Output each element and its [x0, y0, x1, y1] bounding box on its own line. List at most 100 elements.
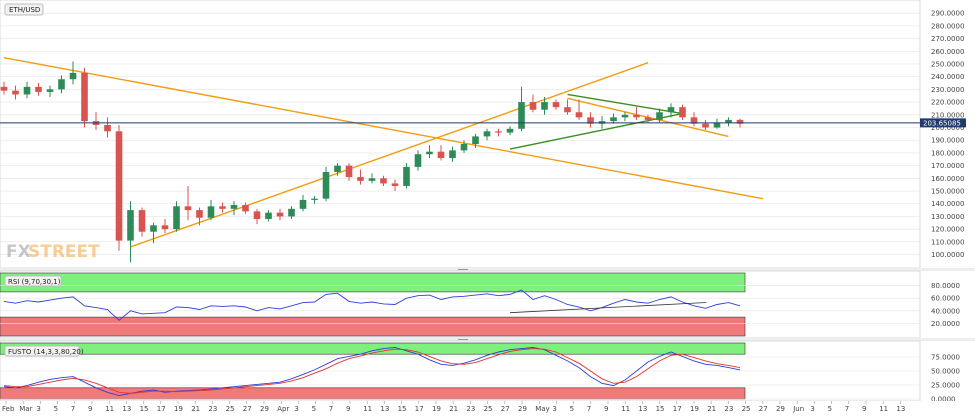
candle	[403, 163, 410, 189]
candle	[150, 222, 157, 244]
candle	[621, 112, 629, 122]
time-tick-label: 21	[449, 405, 458, 413]
series-line	[3, 289, 741, 321]
time-tick-label: 5	[312, 405, 316, 413]
time-tick-label: 3	[552, 405, 556, 413]
time-tick-label: 13	[638, 405, 647, 413]
time-tick-label: 29	[518, 405, 527, 413]
price-tick-label: 220.0000	[931, 99, 964, 107]
candle-body	[713, 122, 721, 128]
time-tick-label: Jun	[792, 405, 804, 413]
time-tick-label: 5	[828, 405, 832, 413]
candle-body	[0, 86, 8, 91]
time-tick-label: 17	[157, 405, 166, 413]
series-line	[3, 348, 741, 394]
sub-tick-label: 20.0000	[931, 320, 960, 328]
stoch-title-pill: FUSTO (14,3,3,80,20)	[4, 345, 84, 357]
candle-body	[265, 212, 272, 219]
rsi-grid	[0, 285, 920, 324]
time-tick-label: 5	[570, 405, 574, 413]
candle	[449, 146, 456, 162]
sub-tick-label: 0.0000	[931, 396, 956, 404]
candle-body	[725, 119, 732, 123]
candle-body	[115, 131, 123, 241]
candle	[35, 83, 42, 96]
candle-body	[253, 211, 261, 219]
time-tick-label: 25	[742, 405, 751, 413]
candles	[0, 61, 744, 263]
time-tick-label: Feb	[2, 405, 15, 413]
candle-body	[138, 210, 146, 232]
candle-body	[679, 107, 686, 118]
candle-body	[58, 79, 65, 90]
rsi-title: RSI (9,70,30,1)	[8, 278, 61, 286]
candle-body	[311, 198, 318, 200]
candle-body	[368, 178, 376, 181]
rsi-trendline	[509, 302, 707, 314]
candle	[667, 103, 675, 118]
price-tick-label: 160.0000	[931, 175, 964, 183]
candle	[345, 163, 353, 181]
symbol-label: ETH/USD	[9, 6, 40, 14]
candle	[644, 114, 652, 123]
candle-body	[633, 114, 640, 118]
candle	[426, 145, 433, 159]
price-tick-label: 270.0000	[931, 35, 964, 43]
time-tick-label: 17	[673, 405, 682, 413]
candle	[472, 133, 479, 148]
time-tick-label: 9	[604, 405, 608, 413]
candle	[173, 201, 180, 232]
candle	[483, 128, 491, 141]
time-tick-label: 25	[484, 405, 493, 413]
rsi-series	[3, 289, 741, 321]
candle	[265, 210, 272, 222]
candle-body	[219, 206, 226, 209]
candle-body	[391, 183, 399, 186]
candle	[380, 175, 387, 186]
candle	[230, 201, 238, 216]
time-tick-label: 27	[759, 405, 768, 413]
candle	[610, 113, 617, 124]
candle-body	[472, 136, 479, 145]
pane-splitter-1[interactable]	[0, 268, 975, 271]
stoch-title: FUSTO (14,3,3,80,20)	[8, 348, 84, 356]
sub-tick-label: 25.0000	[931, 382, 960, 390]
candle-body	[161, 225, 169, 230]
time-tick-label: 5	[54, 405, 58, 413]
candle	[679, 104, 686, 120]
trendline-orange	[130, 62, 649, 248]
candle-body	[403, 166, 410, 186]
price-tick-label: 200.0000	[931, 124, 964, 132]
time-tick-label: 13	[380, 405, 389, 413]
price-tick-label: 170.0000	[931, 162, 964, 170]
candle-body	[529, 102, 537, 110]
candle-body	[322, 171, 330, 199]
time-tick-label: 19	[432, 405, 441, 413]
rsi-axis: 80.0000 60.0000 40.0000 20.0000	[931, 282, 960, 328]
candle-body	[288, 208, 295, 217]
candle	[253, 208, 261, 225]
time-tick-label: 19	[174, 405, 183, 413]
candle-body	[81, 72, 88, 122]
series-line	[3, 347, 741, 397]
time-axis	[0, 401, 975, 415]
trendline-green	[567, 93, 683, 115]
price-tick-label: 260.0000	[931, 48, 964, 56]
time-tick-label: 13	[122, 405, 131, 413]
pane-splitter-2[interactable]	[0, 338, 975, 341]
candle-body	[12, 90, 19, 95]
price-pane	[0, 0, 921, 269]
time-tick-label: 11	[879, 405, 888, 413]
candle	[184, 185, 192, 221]
candle-body	[173, 206, 180, 230]
candle-body	[690, 117, 698, 124]
price-tick-label: 140.0000	[931, 200, 964, 208]
candle	[242, 202, 249, 214]
candle	[334, 163, 341, 176]
candle-body	[736, 119, 744, 124]
candle-body	[495, 131, 502, 133]
candle-body	[667, 107, 675, 113]
candle	[633, 107, 640, 120]
time-tick-label: 27	[243, 405, 252, 413]
candle-body	[196, 210, 203, 218]
